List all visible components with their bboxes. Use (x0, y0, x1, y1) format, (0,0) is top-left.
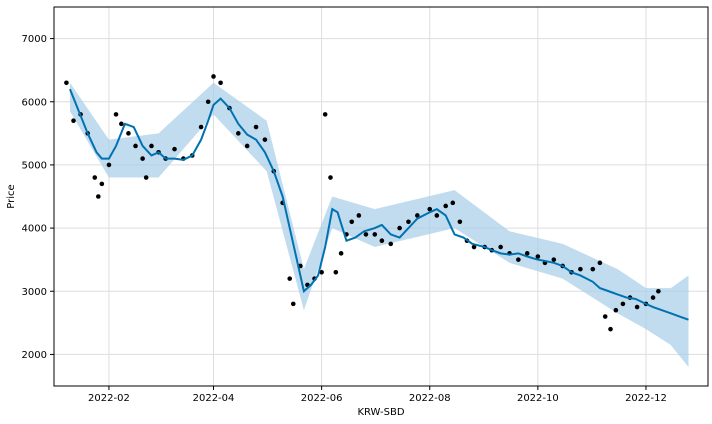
data-point (427, 206, 433, 212)
data-point (450, 200, 456, 206)
y-tick-label: 7000 (22, 34, 47, 45)
y-tick-label: 6000 (22, 97, 47, 108)
x-tick-label: 2022-12 (625, 393, 667, 404)
data-point (322, 112, 328, 117)
data-point (379, 238, 385, 244)
plot-frame (53, 6, 709, 387)
y-tick-label: 4000 (22, 224, 47, 235)
data-point (211, 74, 216, 79)
data-point (140, 156, 145, 161)
data-point (64, 80, 69, 86)
data-point (338, 251, 344, 256)
x-tick-label: 2022-02 (88, 393, 130, 404)
data-point (287, 276, 293, 281)
data-point (613, 307, 619, 313)
data-point (388, 241, 394, 247)
forecast-line (69, 88, 689, 321)
forecast-path (69, 88, 689, 321)
data-point (650, 295, 656, 300)
y-axis: 2000 3000 4000 5000 6000 7000 (22, 34, 54, 361)
data-point (244, 143, 250, 149)
data-point (498, 244, 503, 250)
data-point (290, 301, 296, 307)
x-axis: 2022-02 2022-04 2022-06 2022-08 2022-10 2022-… (88, 386, 667, 404)
x-tick-label: 2022-04 (193, 393, 235, 404)
data-point (262, 137, 268, 142)
data-point (415, 213, 420, 218)
y-tick-label: 5000 (22, 160, 47, 171)
data-point (363, 232, 369, 237)
data-point (356, 213, 362, 218)
band-area (69, 82, 689, 368)
data-point (143, 175, 149, 180)
data-point (516, 257, 521, 262)
y-tick-label: 2000 (22, 350, 47, 361)
data-point (634, 304, 640, 310)
data-point (71, 118, 76, 123)
data-point (372, 232, 378, 237)
data-point (205, 99, 211, 105)
data-point (218, 80, 223, 86)
data-point (602, 314, 608, 319)
data-point (349, 219, 355, 225)
data-point (551, 257, 557, 262)
observed-points (64, 74, 661, 332)
data-point (535, 254, 541, 259)
x-axis-label: KRW-SBD (357, 407, 404, 418)
data-point (328, 175, 333, 180)
data-point (106, 162, 112, 168)
uncertainty-band (69, 82, 689, 368)
data-point (457, 219, 463, 225)
data-point (656, 288, 661, 294)
data-point (253, 124, 259, 130)
data-point (198, 124, 204, 130)
data-point (434, 213, 440, 218)
data-point (126, 131, 131, 136)
data-point (119, 121, 124, 127)
data-point (471, 244, 477, 250)
data-point (406, 219, 411, 225)
data-point (172, 146, 177, 152)
data-point (99, 181, 105, 187)
data-point (524, 251, 530, 256)
data-point (620, 301, 626, 307)
data-point (597, 260, 603, 266)
data-point (590, 266, 596, 272)
x-tick-label: 2022-06 (301, 393, 343, 404)
data-point (333, 270, 339, 275)
x-tick-label: 2022-08 (409, 393, 451, 404)
data-point (443, 203, 448, 209)
data-point (397, 225, 402, 231)
data-point (96, 194, 101, 199)
data-point (578, 266, 583, 272)
data-point (236, 131, 241, 136)
data-point (149, 143, 154, 149)
data-point (133, 143, 138, 149)
data-point (92, 175, 98, 180)
x-tick-label: 2022-10 (517, 393, 559, 404)
data-point (608, 326, 613, 332)
data-point (319, 270, 324, 275)
data-point (113, 112, 119, 117)
y-tick-label: 3000 (22, 287, 47, 298)
y-axis-label: Price (6, 184, 17, 208)
